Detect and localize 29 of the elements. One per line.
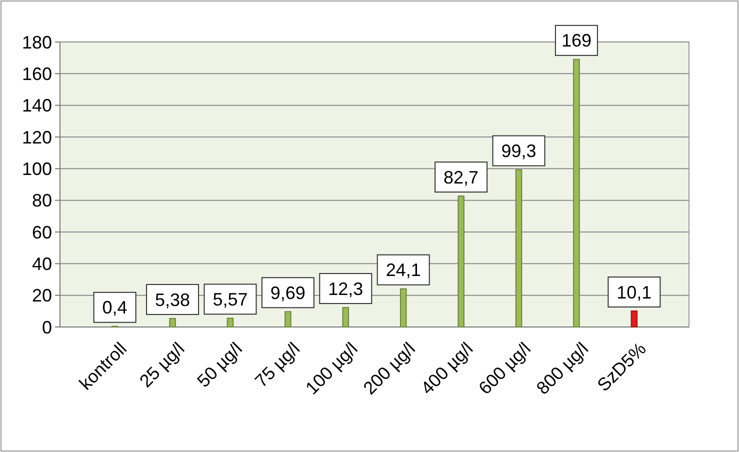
y-tick-label: 120 bbox=[22, 127, 52, 148]
y-tick-label: 180 bbox=[22, 32, 52, 52]
y-tick-label: 60 bbox=[32, 222, 52, 242]
bar bbox=[515, 169, 522, 328]
bar bbox=[630, 310, 638, 328]
y-tick-label: 20 bbox=[32, 286, 52, 306]
data-label: 0,4 bbox=[102, 298, 128, 318]
bar bbox=[400, 288, 407, 328]
y-tick-label: 160 bbox=[22, 64, 52, 84]
data-label: 10,1 bbox=[616, 282, 652, 302]
y-tick-label: 0 bbox=[42, 317, 52, 338]
y-tick-label: 140 bbox=[22, 96, 52, 116]
data-label: 24,1 bbox=[386, 260, 421, 280]
y-tick-label: 80 bbox=[32, 190, 52, 211]
bar bbox=[342, 307, 350, 328]
data-label: 5,38 bbox=[155, 290, 190, 310]
bar bbox=[226, 318, 234, 328]
bar bbox=[573, 58, 580, 328]
data-label: 82,7 bbox=[444, 167, 479, 188]
y-tick-label: 100 bbox=[22, 158, 52, 179]
y-tick-label: 40 bbox=[32, 254, 52, 274]
data-label: 5,57 bbox=[212, 289, 248, 310]
bar bbox=[169, 318, 176, 328]
data-label: 99,3 bbox=[501, 141, 536, 162]
data-label: 169 bbox=[561, 30, 592, 51]
bar bbox=[284, 311, 292, 328]
bar bbox=[458, 196, 464, 328]
data-label: 9,69 bbox=[270, 282, 306, 303]
data-label: 12,3 bbox=[328, 278, 364, 299]
